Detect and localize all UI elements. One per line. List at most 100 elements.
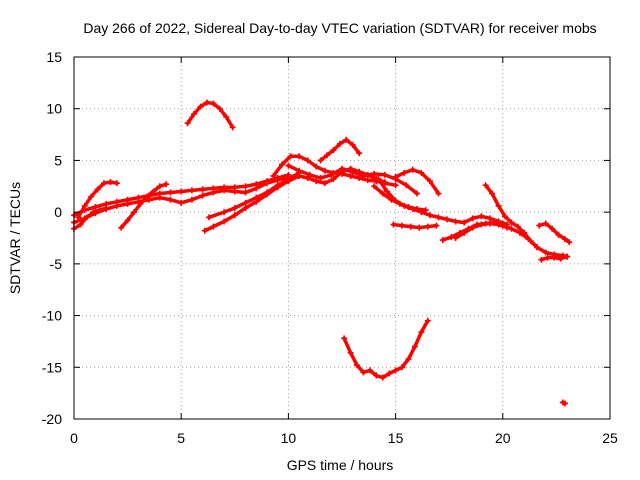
data-point (242, 199, 249, 206)
data-point (542, 220, 549, 227)
data-point (371, 170, 378, 177)
series-arc-mid-hump (184, 99, 236, 131)
series-segment (233, 206, 248, 217)
series-segment (350, 143, 361, 155)
data-point (306, 171, 313, 178)
series-arc-post-b (392, 166, 442, 197)
data-point (197, 103, 204, 110)
data-point (534, 244, 541, 251)
series-segment (376, 177, 389, 194)
data-point (201, 227, 208, 234)
data-point (489, 190, 496, 197)
data-point (75, 214, 82, 221)
data-point (390, 221, 397, 228)
data-point (113, 180, 120, 187)
data-point (296, 153, 303, 160)
data-point (444, 216, 451, 223)
data-point (364, 177, 371, 184)
data-point (216, 105, 223, 112)
series-segment (490, 191, 501, 208)
series-segment (271, 162, 284, 178)
data-point (461, 219, 468, 226)
series-segment (265, 183, 280, 195)
data-point (146, 196, 153, 203)
series-arc-fall-late (499, 222, 571, 260)
data-point (564, 253, 571, 260)
series-arc-peak-c (317, 136, 363, 164)
series-arc-deep-dip (341, 317, 431, 381)
data-point (199, 192, 206, 199)
series-segment (305, 158, 319, 169)
data-point (96, 207, 103, 214)
data-point (113, 202, 120, 209)
data-point (137, 200, 144, 207)
data-point (384, 188, 391, 195)
data-point (210, 223, 217, 230)
data-point (388, 196, 395, 203)
data-point (92, 203, 99, 210)
data-point (124, 217, 131, 224)
data-point (405, 356, 412, 363)
data-point (131, 209, 138, 216)
data-point (501, 213, 508, 220)
series-segment (518, 231, 531, 241)
data-layer (71, 99, 573, 407)
series-segment (526, 237, 539, 250)
series-arc-rise-low (201, 172, 303, 234)
data-point (223, 113, 230, 120)
data-point (191, 110, 198, 117)
data-point (253, 194, 260, 201)
data-point (525, 236, 532, 243)
y-tick-label: 15 (46, 49, 62, 65)
data-point (416, 224, 423, 231)
data-point (536, 222, 543, 229)
data-point (566, 239, 573, 246)
data-point (411, 343, 418, 350)
series-segment (222, 213, 237, 224)
data-point (381, 171, 388, 178)
series-segment (243, 200, 258, 210)
series-arc-low-flat (390, 221, 440, 231)
data-point (392, 367, 399, 374)
series-segment (82, 194, 93, 208)
data-point (317, 157, 324, 164)
data-point (508, 219, 515, 226)
data-point (495, 221, 502, 228)
data-point (167, 196, 174, 203)
series-segment (275, 179, 291, 190)
series-segment (76, 204, 87, 220)
series-segment (286, 174, 301, 183)
data-point (360, 172, 367, 179)
data-point (549, 225, 556, 232)
data-point (557, 255, 564, 262)
data-point (330, 147, 337, 154)
data-point (231, 212, 238, 219)
series-segment (275, 177, 291, 188)
data-point (229, 124, 236, 131)
data-point (90, 209, 97, 216)
data-point (221, 187, 228, 194)
data-point (328, 171, 335, 178)
data-point (199, 186, 206, 193)
y-tick-label: -10 (42, 308, 62, 324)
series-segment (331, 170, 344, 181)
data-point (379, 190, 386, 197)
data-point (561, 236, 568, 243)
data-point (156, 183, 163, 190)
series-segment (233, 201, 248, 210)
chart-title: Day 266 of 2022, Sidereal Day-to-day VTE… (83, 20, 596, 36)
data-point (538, 256, 545, 263)
series-segment (286, 171, 301, 181)
data-point (386, 370, 393, 377)
data-point (304, 175, 311, 182)
data-point (514, 223, 521, 230)
data-point (486, 220, 493, 227)
series-segment (185, 112, 196, 125)
data-point (83, 214, 90, 221)
series-segment (254, 181, 269, 191)
data-point (184, 120, 191, 127)
data-point (360, 369, 367, 376)
data-point (336, 140, 343, 147)
data-point (88, 193, 95, 200)
x-tick-label: 0 (70, 430, 78, 446)
